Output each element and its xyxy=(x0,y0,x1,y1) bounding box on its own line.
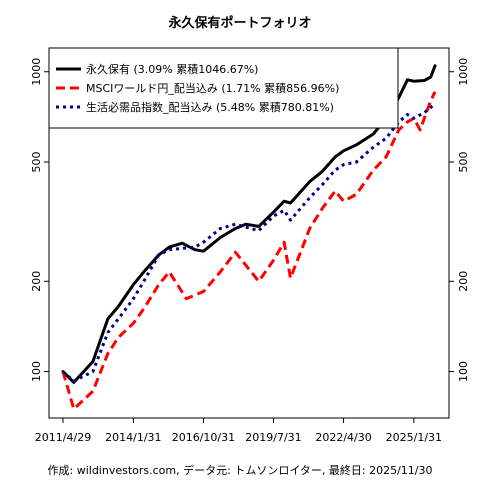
x-tick-label: 2016/10/31 xyxy=(172,431,235,444)
x-tick-label: 2025/1/31 xyxy=(386,431,442,444)
x-tick-label: 2011/4/29 xyxy=(35,431,91,444)
x-axis: 2011/4/29 2014/1/31 2016/10/31 2019/7/31 202… xyxy=(35,418,442,444)
x-tick-label: 2019/7/31 xyxy=(245,431,301,444)
chart-footer: 作成: wildinvestors.com, データ元: トムソンロイター, 最… xyxy=(48,463,433,477)
legend-items: 永久保有 (3.09% 累積1046.67%) MSCIワールド円_配当込み (1… xyxy=(56,62,339,114)
series-line-3 xyxy=(62,102,436,383)
y-tick-label-left: 1000 xyxy=(30,58,43,86)
legend-label-2: MSCIワールド円_配当込み (1.71% 累積856.96%) xyxy=(86,81,339,95)
legend-label-3: 生活必需品指数_配当込み (5.48% 累積780.81%) xyxy=(86,100,334,114)
y-tick-label-right: 100 xyxy=(457,361,470,382)
y-tick-label-right: 1000 xyxy=(457,58,470,86)
y-tick-label-right: 500 xyxy=(457,151,470,172)
chart-title: 永久保有ポートフォリオ xyxy=(167,15,311,31)
legend-box xyxy=(48,47,399,129)
legend-label-1: 永久保有 (3.09% 累積1046.67%) xyxy=(86,62,258,76)
y-axis-right: 100 200 500 1000 xyxy=(449,58,470,382)
y-axis-left: 100 200 500 1000 xyxy=(30,58,49,382)
x-tick-label: 2022/4/30 xyxy=(315,431,371,444)
y-tick-label-left: 100 xyxy=(30,361,43,382)
series-line-2 xyxy=(61,91,437,411)
y-tick-label-left: 200 xyxy=(30,271,43,292)
y-tick-label-right: 200 xyxy=(457,271,470,292)
y-tick-label-left: 500 xyxy=(30,151,43,172)
legend: 永久保有 (3.09% 累積1046.67%) MSCIワールド円_配当込み (1… xyxy=(48,47,399,129)
x-tick-label: 2014/1/31 xyxy=(105,431,161,444)
